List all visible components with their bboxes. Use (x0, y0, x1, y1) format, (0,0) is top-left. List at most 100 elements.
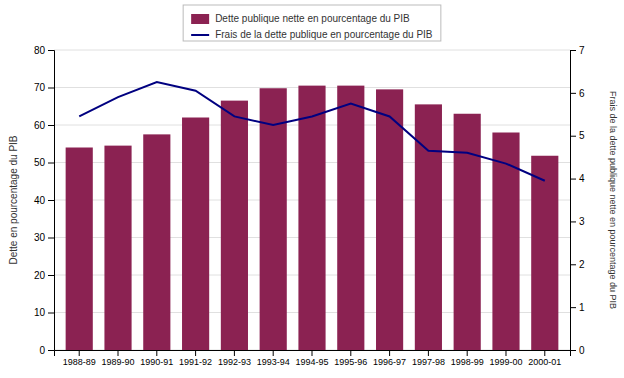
tick-mark (570, 221, 576, 222)
tick-label: 1993-94 (257, 357, 290, 367)
legend-item: Frais de la dette publique en pourcentag… (191, 29, 433, 40)
bar (298, 86, 325, 350)
tick: 30 (34, 232, 54, 243)
bar (66, 148, 93, 351)
tick: 7 (570, 45, 585, 56)
tick: 60 (34, 120, 54, 131)
tick-mark (48, 350, 54, 351)
bar (221, 101, 248, 350)
tick-label: 7 (579, 45, 585, 56)
bar (337, 86, 364, 350)
tick: 80 (34, 45, 54, 56)
tick-mark (48, 313, 54, 314)
tick-mark (570, 350, 576, 351)
tick-mark (234, 350, 235, 356)
bar (260, 88, 287, 350)
tick-mark (505, 350, 506, 356)
bar (531, 156, 558, 350)
tick-label: 1989-90 (101, 357, 134, 367)
tick-label: 1 (579, 302, 585, 313)
tick-mark (48, 275, 54, 276)
bar (454, 114, 481, 350)
tick-label: 0 (39, 345, 45, 356)
tick: 1994-95 (295, 350, 328, 367)
bar (182, 118, 209, 351)
tick: 70 (34, 82, 54, 93)
tick-mark (467, 350, 468, 356)
tick: 50 (34, 157, 54, 168)
tick: 1 (570, 302, 585, 313)
tick-mark (48, 50, 54, 51)
tick: 0 (39, 345, 54, 356)
tick: 2000-01 (528, 350, 561, 367)
y2-axis-title: Frais de la dette publique nette en pour… (608, 91, 618, 309)
tick-mark (48, 200, 54, 201)
tick: 6 (570, 88, 585, 99)
tick-mark (48, 163, 54, 164)
tick-mark (570, 50, 576, 51)
tick-label: 1998-99 (451, 357, 484, 367)
tick: 1993-94 (257, 350, 290, 367)
line (79, 82, 545, 181)
bar (376, 89, 403, 350)
tick: 1999-00 (489, 350, 522, 367)
chart: 1988-891989-901990-911991-921992-931993-… (0, 0, 624, 378)
axis-line (571, 51, 577, 351)
tick-mark (48, 88, 54, 89)
tick-mark (570, 136, 576, 137)
tick-label: 80 (34, 45, 46, 56)
y-axis: 0 10 20 30 40 50 60 70 80 (34, 45, 55, 356)
tick-label: 1990-91 (140, 357, 173, 367)
tick-label: 2000-01 (528, 357, 561, 367)
tick-mark (312, 350, 313, 356)
x-axis: 1988-891989-901990-911991-921992-931993-… (55, 350, 571, 367)
tick-label: 60 (34, 120, 46, 131)
tick-label: 30 (34, 232, 46, 243)
tick: 1997-98 (412, 350, 445, 367)
bar (492, 133, 519, 351)
tick-mark (273, 350, 274, 356)
grid-line (54, 50, 570, 51)
tick-label: 3 (579, 216, 585, 227)
tick: 1998-99 (451, 350, 484, 367)
tick-label: 0 (579, 345, 585, 356)
tick-label: 1999-00 (489, 357, 522, 367)
tick-label: 5 (579, 130, 585, 141)
tick-label: 10 (34, 307, 46, 318)
grid (54, 50, 570, 350)
plot: 1988-891989-901990-911991-921992-931993-… (34, 45, 585, 368)
tick: 0 (570, 345, 585, 356)
tick: 1989-90 (101, 350, 134, 367)
tick-mark (195, 350, 196, 356)
y2-axis: 0 1 2 3 4 5 6 7 (570, 45, 585, 356)
tick: 40 (34, 195, 54, 206)
tick-mark (48, 238, 54, 239)
tick: 20 (34, 270, 54, 281)
tick-label: 4 (579, 173, 585, 184)
tick-label: 2 (579, 259, 585, 270)
legend-swatch (191, 34, 209, 36)
tick-mark (570, 179, 576, 180)
tick-label: 1994-95 (295, 357, 328, 367)
tick-mark (156, 350, 157, 356)
tick-mark (544, 350, 545, 356)
tick-label: 1997-98 (412, 357, 445, 367)
legend-label: Frais de la dette publique en pourcentag… (215, 29, 433, 40)
tick-label: 1988-89 (63, 357, 96, 367)
tick: 1996-97 (373, 350, 406, 367)
axis-line (55, 351, 571, 357)
tick: 10 (34, 307, 54, 318)
tick: 2 (570, 259, 585, 270)
tick: 1991-92 (179, 350, 212, 367)
tick-mark (350, 350, 351, 356)
tick-mark (570, 264, 576, 265)
tick-mark (428, 350, 429, 356)
bar (104, 146, 131, 350)
tick-label: 1995-96 (334, 357, 367, 367)
legend: Dette publique nette en pourcentage du P… (183, 5, 441, 41)
tick: 1995-96 (334, 350, 367, 367)
tick-mark (79, 350, 80, 356)
tick-mark (118, 350, 119, 356)
axis-line (48, 51, 55, 351)
tick-label: 1991-92 (179, 357, 212, 367)
